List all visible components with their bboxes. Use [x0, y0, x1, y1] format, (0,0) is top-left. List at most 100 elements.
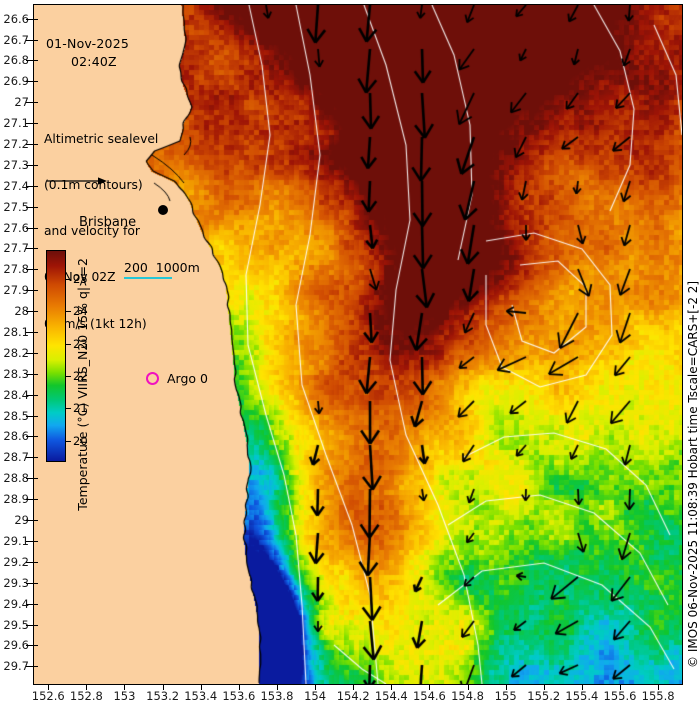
y-axis-tick-mark: [26, 603, 33, 605]
y-axis-tick-label: 28.6: [3, 429, 29, 444]
y-axis-tick-mark-inner: [33, 645, 38, 647]
y-axis-tick-mark-inner: [33, 457, 38, 459]
x-axis-tick-label: 155.2: [527, 689, 561, 703]
y-axis-tick-mark: [26, 227, 33, 229]
x-axis-tick-mark: [48, 684, 50, 690]
y-axis-tick-label: 29.4: [3, 596, 29, 611]
y-axis-tick-label: 29.6: [3, 638, 29, 653]
y-axis-tick-label: 26.6: [3, 11, 29, 26]
argo-legend: Argo 0: [146, 371, 208, 386]
y-axis-tick-mark: [26, 373, 33, 375]
y-axis-tick-mark-inner: [33, 290, 38, 292]
y-axis-tick-mark: [26, 666, 33, 668]
x-axis-tick-label: 154.8: [451, 689, 484, 703]
y-axis-tick-mark: [26, 352, 33, 354]
y-axis-tick-label: 26.7: [3, 32, 29, 47]
y-axis-tick-mark: [26, 520, 33, 522]
y-axis-tick-label: 27.9: [3, 283, 29, 298]
x-axis-tick-mark: [200, 684, 202, 690]
x-axis-tick-mark: [315, 684, 317, 690]
depth-scale-label: 200 1000m: [124, 260, 200, 275]
x-axis-tick-label: 155.4: [565, 689, 599, 703]
y-axis-tick-mark-inner: [33, 81, 38, 83]
colorbar-tick-label: 24: [73, 304, 88, 319]
colorbar-tick-mark: [65, 376, 71, 377]
y-axis-tick-mark-inner: [33, 206, 38, 208]
y-axis-tick-mark-inner: [33, 499, 38, 501]
y-axis-tick-mark-inner: [33, 603, 38, 605]
y-axis-tick-label: 27.4: [3, 178, 29, 193]
x-axis-tick-mark: [620, 684, 621, 690]
colorbar-tick-mark: [65, 311, 71, 313]
colorbar-tick-mark: [65, 440, 71, 442]
x-axis-tick-label: 153.8: [260, 689, 294, 703]
x-axis-tick-mark: [124, 684, 126, 690]
x-axis-tick-mark: [238, 684, 240, 690]
y-axis-tick-mark-inner: [33, 102, 38, 104]
argo-float-icon: [146, 372, 159, 385]
credit-text: © IMOS 06-Nov-2025 11:08:39 Hobart time …: [686, 280, 700, 668]
x-axis-tick-mark: [353, 684, 355, 690]
colorbar-tick-label: 25: [73, 272, 88, 287]
y-axis-tick-mark-inner: [33, 415, 38, 417]
y-axis-tick-mark: [26, 185, 33, 187]
depth-scale-bar: 200 1000m: [124, 260, 200, 279]
y-axis-tick-label: 27.3: [3, 157, 29, 172]
x-axis-tick-label: 152.8: [69, 689, 103, 703]
y-axis-tick-mark-inner: [33, 248, 38, 250]
x-axis-tick-label: 152.6: [31, 689, 65, 703]
y-axis-tick-mark-inner: [33, 311, 38, 313]
y-axis-tick-mark: [26, 561, 33, 563]
y-axis-tick-mark: [26, 269, 33, 271]
y-axis-tick-mark: [26, 311, 33, 313]
x-axis-tick-label: 153: [113, 689, 136, 703]
y-axis-tick-label: 28.2: [3, 345, 29, 360]
y-axis-tick-mark-inner: [33, 540, 38, 542]
y-axis-tick-label: 28.5: [3, 408, 29, 423]
y-axis-tick-mark-inner: [33, 227, 38, 229]
y-axis-tick-mark-inner: [33, 478, 38, 480]
colorbar-tick-label: 20: [73, 433, 88, 448]
y-axis-tick-mark: [26, 248, 33, 250]
y-axis-tick-label: 26.9: [3, 74, 29, 89]
x-axis-tick-label: 155.6: [603, 689, 637, 703]
y-axis-tick-mark: [26, 478, 33, 480]
argo-legend-label: Argo 0: [167, 371, 208, 386]
x-axis-tick-label: 153.6: [222, 689, 256, 703]
y-axis-tick-mark: [26, 582, 33, 584]
y-axis-tick-mark-inner: [33, 666, 38, 668]
y-axis-tick-mark-inner: [33, 143, 38, 145]
colorbar: [46, 250, 66, 462]
colorbar-gradient: [47, 251, 65, 461]
x-axis-tick-label: 154.2: [336, 689, 370, 703]
sst-heatmap-canvas: [34, 5, 682, 684]
y-axis-tick-mark-inner: [33, 185, 38, 187]
description-line-1: Altimetric sealevel: [44, 131, 159, 146]
y-axis-tick-mark: [26, 540, 33, 542]
x-axis-tick-mark: [391, 684, 393, 690]
x-axis-tick-label: 153.4: [184, 689, 218, 703]
x-axis-tick-mark: [543, 684, 545, 690]
y-axis-tick-label: 28.1: [3, 325, 29, 339]
map-plot-area[interactable]: 01-Nov-2025 02:40Z Altimetric sealevel (…: [33, 4, 683, 685]
y-axis-tick-label: 28.8: [3, 471, 29, 486]
y-axis-tick-label: 29.5: [3, 617, 29, 632]
y-axis-tick-label: 27.1: [3, 116, 29, 131]
x-axis-tick-mark: [467, 684, 469, 690]
colorbar-title: Temperature (°C) VIIRS_N20 15% q|>=2: [75, 258, 90, 511]
x-axis-tick-mark: [658, 684, 660, 690]
y-axis-tick-mark: [26, 102, 33, 104]
y-axis-tick-mark-inner: [33, 269, 38, 271]
y-axis-tick-mark: [26, 415, 33, 417]
x-axis-tick-mark: [276, 684, 278, 690]
y-axis-tick-mark: [26, 457, 33, 459]
y-axis-tick-label: 27.8: [3, 262, 29, 277]
y-axis-tick-mark-inner: [33, 373, 38, 375]
colorbar-tick-label: 23: [73, 336, 88, 351]
y-axis-tick-label: 29.3: [3, 575, 29, 590]
x-axis-tick-label: 155.8: [641, 689, 675, 703]
y-axis-tick-mark: [26, 164, 33, 166]
y-axis-tick-mark: [26, 39, 33, 41]
y-axis-tick-label: 29.7: [3, 659, 29, 674]
colorbar-tick-label: 22: [73, 369, 88, 383]
